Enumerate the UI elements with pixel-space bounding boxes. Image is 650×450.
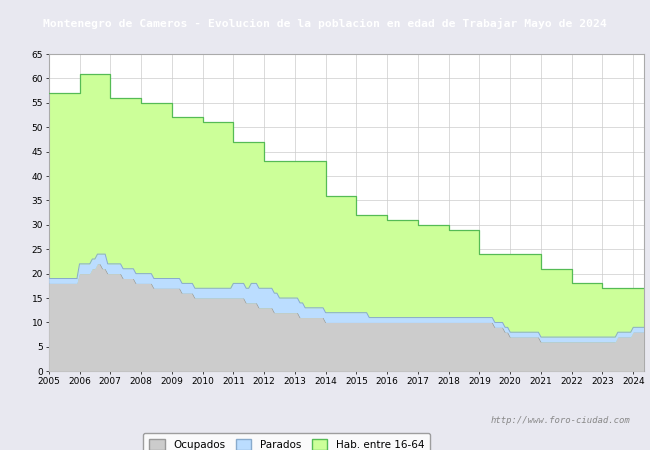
- Legend: Ocupados, Parados, Hab. entre 16-64: Ocupados, Parados, Hab. entre 16-64: [143, 433, 430, 450]
- Text: http://www.foro-ciudad.com: http://www.foro-ciudad.com: [491, 416, 630, 425]
- Text: Montenegro de Cameros - Evolucion de la poblacion en edad de Trabajar Mayo de 20: Montenegro de Cameros - Evolucion de la …: [43, 18, 607, 29]
